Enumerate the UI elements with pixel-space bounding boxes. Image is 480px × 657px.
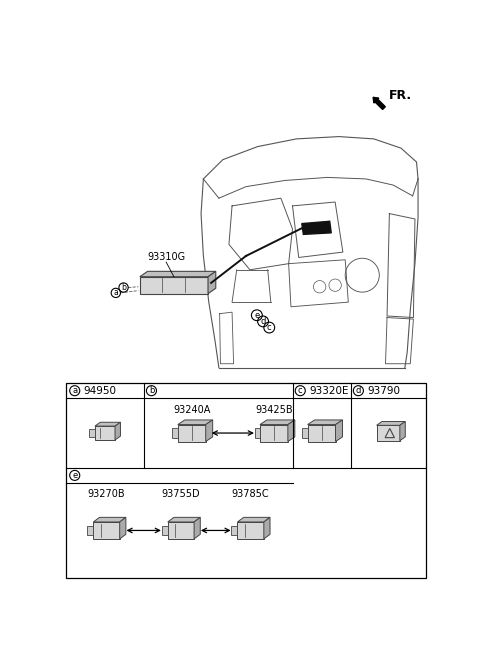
Polygon shape xyxy=(87,526,93,535)
FancyArrow shape xyxy=(373,97,385,110)
Polygon shape xyxy=(377,425,400,441)
Text: 93320E: 93320E xyxy=(310,386,349,396)
Polygon shape xyxy=(377,422,405,425)
Text: d: d xyxy=(260,317,266,326)
Bar xyxy=(66,383,426,578)
Polygon shape xyxy=(93,517,126,522)
Polygon shape xyxy=(168,517,200,522)
Polygon shape xyxy=(260,420,295,424)
Polygon shape xyxy=(162,526,168,535)
Text: a: a xyxy=(113,288,118,298)
Text: 93425B: 93425B xyxy=(255,405,293,415)
Text: d: d xyxy=(356,386,361,396)
Polygon shape xyxy=(308,424,336,442)
Polygon shape xyxy=(231,526,238,535)
Polygon shape xyxy=(172,428,178,438)
Polygon shape xyxy=(95,426,115,440)
Text: 93785C: 93785C xyxy=(232,489,269,499)
Polygon shape xyxy=(178,420,213,424)
Polygon shape xyxy=(308,420,343,424)
Text: 93270B: 93270B xyxy=(88,489,125,499)
Text: 93310G: 93310G xyxy=(147,252,185,262)
Polygon shape xyxy=(206,420,213,442)
Polygon shape xyxy=(238,517,270,522)
Polygon shape xyxy=(336,420,343,442)
Text: e: e xyxy=(72,471,77,480)
Polygon shape xyxy=(178,424,206,442)
Text: b: b xyxy=(149,386,154,396)
Text: e: e xyxy=(254,311,260,320)
Text: 93790: 93790 xyxy=(368,386,401,396)
Polygon shape xyxy=(260,424,288,442)
Text: c: c xyxy=(267,323,272,332)
Text: FR.: FR. xyxy=(389,89,412,102)
Polygon shape xyxy=(115,422,120,440)
Polygon shape xyxy=(302,428,308,438)
Polygon shape xyxy=(140,277,208,294)
Polygon shape xyxy=(302,221,331,235)
Polygon shape xyxy=(120,517,126,539)
Polygon shape xyxy=(93,522,120,539)
Polygon shape xyxy=(264,517,270,539)
Polygon shape xyxy=(288,420,295,442)
Polygon shape xyxy=(168,522,194,539)
Polygon shape xyxy=(194,517,200,539)
Text: 94950: 94950 xyxy=(83,386,116,396)
Polygon shape xyxy=(400,422,405,441)
Polygon shape xyxy=(254,428,260,438)
Text: c: c xyxy=(298,386,302,396)
Text: a: a xyxy=(72,386,77,396)
Text: 93755D: 93755D xyxy=(162,489,200,499)
Polygon shape xyxy=(208,271,216,294)
Polygon shape xyxy=(238,522,264,539)
Text: b: b xyxy=(121,283,126,292)
Polygon shape xyxy=(140,271,216,277)
Polygon shape xyxy=(89,429,95,437)
Text: 93240A: 93240A xyxy=(173,405,210,415)
Polygon shape xyxy=(95,422,120,426)
